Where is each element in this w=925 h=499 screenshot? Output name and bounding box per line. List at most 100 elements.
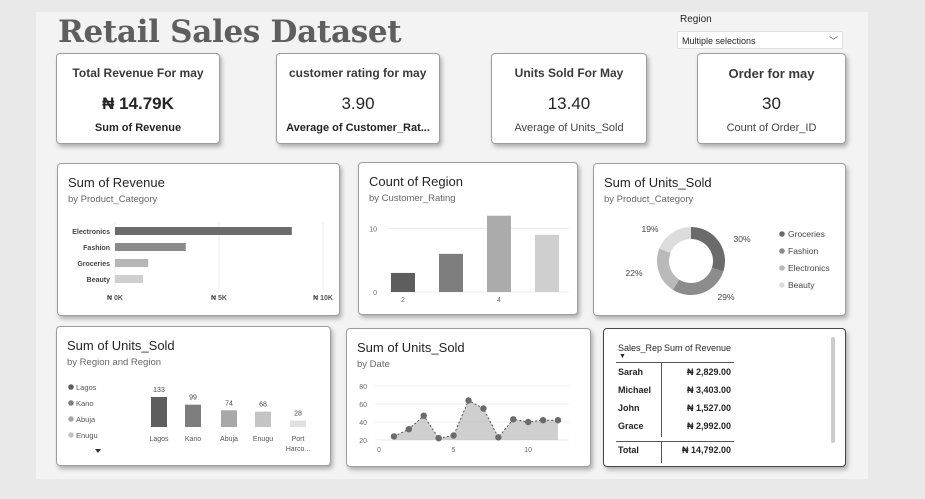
legend-label: Kano [76,399,94,408]
data-label: 133 [153,387,165,394]
x-label: Harco... [286,446,311,453]
x-tick-label: 2 [401,297,405,304]
y-tick-label: 80 [359,384,367,391]
legend-dot [68,400,74,406]
kpi-card-total-revenue[interactable]: Total Revenue For may ₦ 14.79K Sum of Re… [56,53,220,144]
kpi-title: Units Sold For May [514,66,624,80]
visual-subtitle: by Date [357,359,390,370]
bar [439,253,463,292]
units-by-category-visual[interactable]: Sum of Units_Sold by Product_Category 30… [593,163,846,316]
kpi-value: 30 [762,94,781,113]
area-fill [393,400,558,440]
column-header-revenue[interactable]: Sum of Revenue [664,343,732,353]
region-slicer-label: Region [680,14,712,25]
kpi-card-customer-rating[interactable]: customer rating for may 3.90 Average of … [276,53,440,144]
units-by-date-visual[interactable]: Sum of Units_Sold by Date 20 40 60 80 0 5 10 [346,328,591,467]
legend-dot [68,416,74,422]
category-label: Beauty [87,277,110,284]
region-slicer-value: Multiple selections [682,36,756,46]
x-tick-label: ₦ 10K [313,295,333,302]
kpi-value: ₦ 14.79K [102,94,174,113]
legend-label: Enugu [76,431,98,440]
column-divider [661,363,662,463]
table-row-revenue: ₦ 3,403.00 [686,385,731,395]
revenue-bar-chart: Electronics Fashion Groceries Beauty ₦ 0K ₦ 5… [72,222,333,302]
revenue-by-category-visual[interactable]: Sum of Revenue by Product_Category Elect… [57,163,340,316]
y-tick-label: 10 [369,226,377,233]
table-row-rep: John [618,403,640,413]
legend-dot [779,231,785,237]
donut-slice [659,227,692,254]
column-header-sales-rep[interactable]: Sales_Rep [618,343,663,353]
visual-title: Sum of Units_Sold [357,340,465,355]
kpi-subtitle: Average of Customer_Rat... [286,122,430,134]
visual-title: Sum of Units_Sold [67,338,175,353]
kpi-subtitle: Average of Units_Sold [514,122,624,134]
bar [487,215,511,292]
table-header-row [616,343,734,363]
bar [255,411,271,427]
legend-dot [779,248,785,254]
table-row-rep: Sarah [618,367,644,377]
data-label: 99 [189,395,197,402]
table-scrollbar[interactable] [831,337,835,443]
bar [115,259,149,267]
kpi-subtitle: Count of Order_ID [726,122,817,134]
x-label: Port [292,436,305,443]
region-column-chart: 0 10 2 4 [369,215,569,304]
kpi-card-units-sold[interactable]: Units Sold For May 13.40 Average of Unit… [491,53,647,144]
legend-label: Beauty [788,280,815,290]
bar [221,410,237,427]
legend-dot [779,282,785,288]
data-point [510,416,517,423]
units-date-area-chart: 20 40 60 80 0 5 10 [359,384,569,454]
legend-label: Lagos [76,383,97,392]
category-label: Groceries [77,261,110,268]
data-point [554,417,562,424]
table-row-rep: Grace [618,421,644,431]
y-tick-label: 0 [373,290,377,297]
data-point [450,432,457,439]
sales-rep-table[interactable]: Sales_Rep ▼ Sum of Revenue Sarah ₦ 2,829… [603,328,846,467]
series-line [393,399,558,439]
x-tick-label: 10 [524,447,532,454]
bar [391,272,415,292]
table-total-label: Total [618,445,639,455]
x-label: Abuja [220,436,238,443]
x-label: Enugu [253,436,273,443]
table-row-revenue: ₦ 2,992.00 [686,421,731,431]
donut-slice [657,248,680,290]
visual-subtitle: by Region and Region [67,357,162,368]
region-slicer-dropdown[interactable]: Multiple selections ﹀ [677,31,843,49]
x-tick-label: ₦ 5K [211,295,227,302]
data-point [465,397,472,404]
bar [535,234,559,292]
slice-label: 30% [733,234,750,244]
legend-dot [779,265,785,271]
bar [115,275,144,283]
data-point [480,405,487,412]
legend-dot [68,384,74,390]
kpi-subtitle: Sum of Revenue [94,122,182,134]
x-tick-label: 0 [377,447,381,454]
legend-label: Fashion [788,246,819,256]
data-point [539,417,547,424]
y-tick-label: 60 [359,402,367,409]
region-by-rating-visual[interactable]: Count of Region by Customer_Rating 0 10 2 4 [358,162,578,315]
visual-title: Sum of Revenue [68,175,165,190]
bar [151,397,167,427]
visual-subtitle: by Customer_Rating [369,193,456,204]
data-label: 68 [259,402,267,409]
data-point [435,435,442,442]
bar [290,420,306,427]
legend-label: Groceries [788,229,825,239]
sort-arrow-icon[interactable]: ▼ [619,353,626,360]
table-total-divider [616,437,734,442]
units-by-region-visual[interactable]: Sum of Units_Sold by Region and Region 1… [56,326,331,466]
kpi-card-orders[interactable]: Order for may 30 Count of Order_ID [697,53,846,144]
visual-title: Count of Region [369,174,463,189]
x-label: Kano [185,436,201,443]
y-tick-label: 40 [359,420,367,427]
data-label: 28 [294,411,302,418]
data-point [390,433,398,440]
